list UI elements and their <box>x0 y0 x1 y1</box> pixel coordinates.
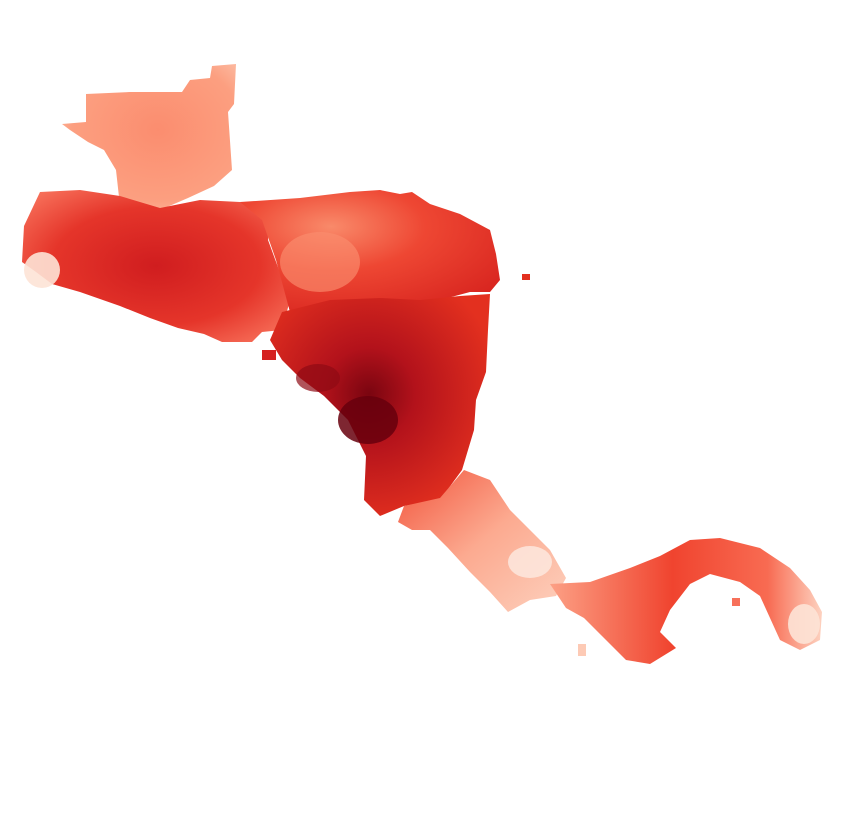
hotspot-nicaragua-core <box>338 396 398 444</box>
hotspot-gulf <box>296 364 340 392</box>
lightspot-panama-east <box>788 604 820 644</box>
region-el-salvador-honduras <box>22 190 290 342</box>
region-guatemala-belize <box>62 64 236 210</box>
lightspot-guatemala-west <box>24 252 60 288</box>
island-fonseca <box>262 350 276 360</box>
lightspot-honduras <box>280 232 360 292</box>
island-bay <box>522 274 530 280</box>
island-coiba <box>578 644 586 656</box>
island-pearl <box>732 598 740 606</box>
lightspot-costa-rica <box>508 546 552 578</box>
region-panama <box>550 538 822 664</box>
